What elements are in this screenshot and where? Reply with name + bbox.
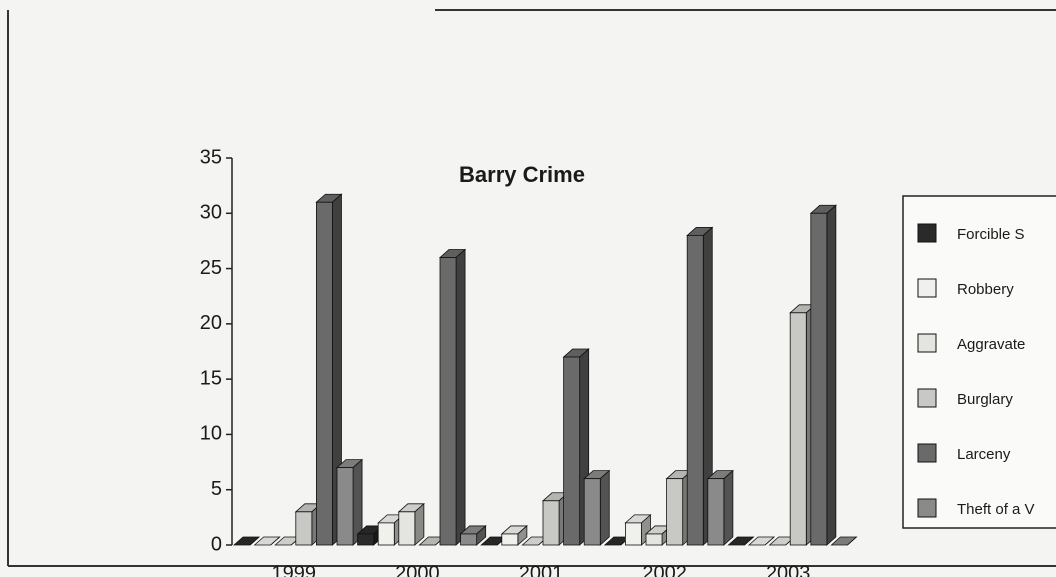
y-tick-label: 30 xyxy=(200,202,222,224)
legend-swatch xyxy=(917,333,937,353)
bar-face xyxy=(232,536,261,546)
bar-face xyxy=(707,478,725,546)
bar-face xyxy=(727,536,755,546)
bar-face xyxy=(826,204,837,546)
bar xyxy=(727,536,755,546)
bar xyxy=(459,525,487,546)
bar-face xyxy=(501,533,519,546)
bar xyxy=(232,536,261,546)
bar xyxy=(438,248,467,546)
chart-title: Barry Crime xyxy=(459,162,585,187)
y-tick-label: 20 xyxy=(200,312,222,334)
y-tick-label: 15 xyxy=(200,367,222,389)
legend-swatch xyxy=(917,443,937,463)
y-tick-label: 35 xyxy=(200,146,222,168)
bar-face xyxy=(764,536,775,546)
bar xyxy=(686,226,714,546)
bar-face xyxy=(789,312,807,546)
bar-face xyxy=(599,469,610,546)
bar-face xyxy=(583,478,601,546)
x-tick-label: 2001 xyxy=(519,562,564,577)
legend-swatch xyxy=(917,278,937,298)
bar-face xyxy=(645,533,663,546)
bar-face xyxy=(830,536,858,546)
y-tick-label: 10 xyxy=(200,423,222,445)
bar-face xyxy=(253,536,281,546)
legend-label: Robbery xyxy=(957,281,1014,298)
legend-label: Aggravate xyxy=(957,336,1025,353)
bar-face xyxy=(336,467,354,546)
bar xyxy=(335,458,364,546)
bar-face xyxy=(439,257,457,546)
bar-face xyxy=(723,469,734,546)
bar xyxy=(809,204,837,546)
bar-face xyxy=(747,536,776,546)
legend-label: Forcible S xyxy=(957,226,1025,243)
x-tick-label: 2003 xyxy=(766,562,811,577)
bar xyxy=(583,469,611,546)
bar xyxy=(500,525,528,546)
x-tick-label: 2002 xyxy=(642,562,687,577)
bar-face xyxy=(270,536,280,546)
legend-label: Burglary xyxy=(957,391,1013,408)
x-tick-label: 1999 xyxy=(272,562,317,577)
legend-label: Larceny xyxy=(957,446,1011,463)
bar xyxy=(624,513,652,546)
bar-face xyxy=(542,500,560,546)
bar-face xyxy=(455,248,466,546)
bar-face xyxy=(563,356,581,546)
bar-face xyxy=(357,533,375,546)
bar xyxy=(253,536,281,546)
y-tick-label: 5 xyxy=(211,478,222,500)
bar xyxy=(706,469,734,546)
bar-face xyxy=(295,511,313,546)
bar-face xyxy=(249,536,260,546)
bar-face xyxy=(625,522,642,546)
bar-face xyxy=(666,478,684,546)
bar-face xyxy=(744,536,754,546)
bar xyxy=(397,502,425,546)
y-tick-label: 0 xyxy=(211,533,222,555)
bar-face xyxy=(398,511,416,546)
bar-face xyxy=(847,536,857,546)
bar-face xyxy=(460,533,478,546)
bar-face xyxy=(686,234,704,546)
legend-box xyxy=(902,195,1056,529)
x-tick-label: 2000 xyxy=(395,562,440,577)
bar-face xyxy=(315,201,333,546)
bar xyxy=(747,536,776,546)
legend-swatch xyxy=(917,388,937,408)
legend-label: Theft of a V xyxy=(957,501,1035,518)
legend-swatch xyxy=(917,223,937,243)
bar-face xyxy=(377,522,395,546)
bar xyxy=(830,536,858,546)
bar-face xyxy=(810,212,828,546)
legend-swatch xyxy=(917,498,937,518)
y-tick-label: 25 xyxy=(200,257,222,279)
